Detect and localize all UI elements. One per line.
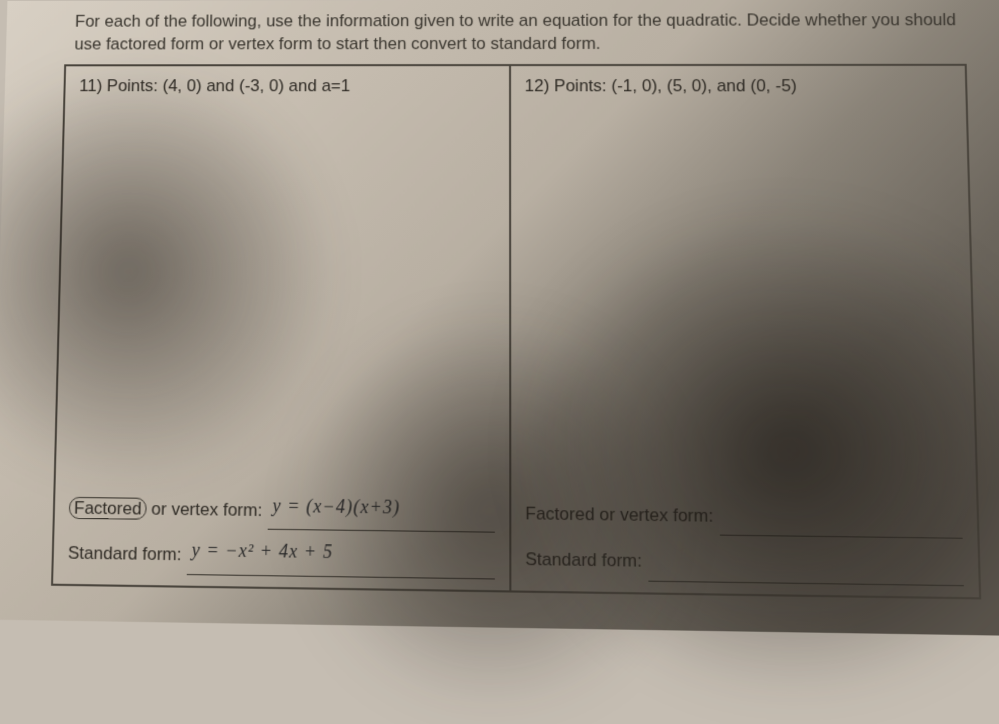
problem-12-factored-row: Factored or vertex form: — [525, 494, 962, 539]
problem-12-text: Points: (-1, 0), (5, 0), and (0, -5) — [554, 76, 797, 95]
problem-grid: 11) Points: (4, 0) and (-3, 0) and a=1 F… — [51, 64, 981, 600]
problem-12-standard-row: Standard form: — [525, 540, 964, 586]
problem-12-cell: 12) Points: (-1, 0), (5, 0), and (0, -5)… — [511, 66, 979, 597]
problem-12-standard-blank[interactable] — [648, 558, 964, 586]
problem-11-cell: 11) Points: (4, 0) and (-3, 0) and a=1 F… — [53, 66, 511, 590]
problem-11-standard-handwriting: y = −x² + 4x + 5 — [191, 530, 333, 574]
problem-11-standard-label: Standard form: — [67, 534, 181, 575]
problem-11-standard-row: Standard form: y = −x² + 4x + 5 — [67, 534, 494, 579]
worksheet-paper: For each of the following, use the infor… — [0, 0, 999, 636]
problem-11-factored-row: Factored or vertex form: y = (x−4)(x+3) — [69, 489, 495, 534]
problem-11-prompt: 11) Points: (4, 0) and (-3, 0) and a=1 — [79, 76, 494, 96]
problem-11-answers: Factored or vertex form: y = (x−4)(x+3) … — [67, 482, 494, 579]
problem-12-workspace — [525, 102, 962, 493]
instructions-text: For each of the following, use the infor… — [64, 9, 966, 56]
problem-11-factored-blank[interactable]: y = (x−4)(x+3) — [268, 507, 494, 533]
problem-12-factored-blank[interactable] — [719, 513, 962, 540]
problem-12-factored-label: Factored or vertex form: — [525, 494, 713, 536]
problem-11-workspace — [70, 102, 495, 487]
problem-12-answers: Factored or vertex form: Standard form: — [525, 488, 964, 586]
problem-12-prompt: 12) Points: (-1, 0), (5, 0), and (0, -5) — [525, 76, 951, 96]
problem-12-number: 12) — [525, 76, 550, 95]
factored-circled: Factored — [69, 497, 147, 520]
problem-12-standard-label: Standard form: — [525, 540, 642, 581]
problem-11-number: 11) — [79, 76, 102, 95]
problem-11-standard-blank[interactable]: y = −x² + 4x + 5 — [187, 552, 494, 580]
problem-11-factored-label: Factored or vertex form: — [69, 489, 263, 531]
problem-11-factored-handwriting: y = (x−4)(x+3) — [272, 486, 400, 529]
factored-rest: or vertex form: — [146, 499, 262, 520]
problem-11-text: Points: (4, 0) and (-3, 0) and a=1 — [107, 76, 351, 95]
